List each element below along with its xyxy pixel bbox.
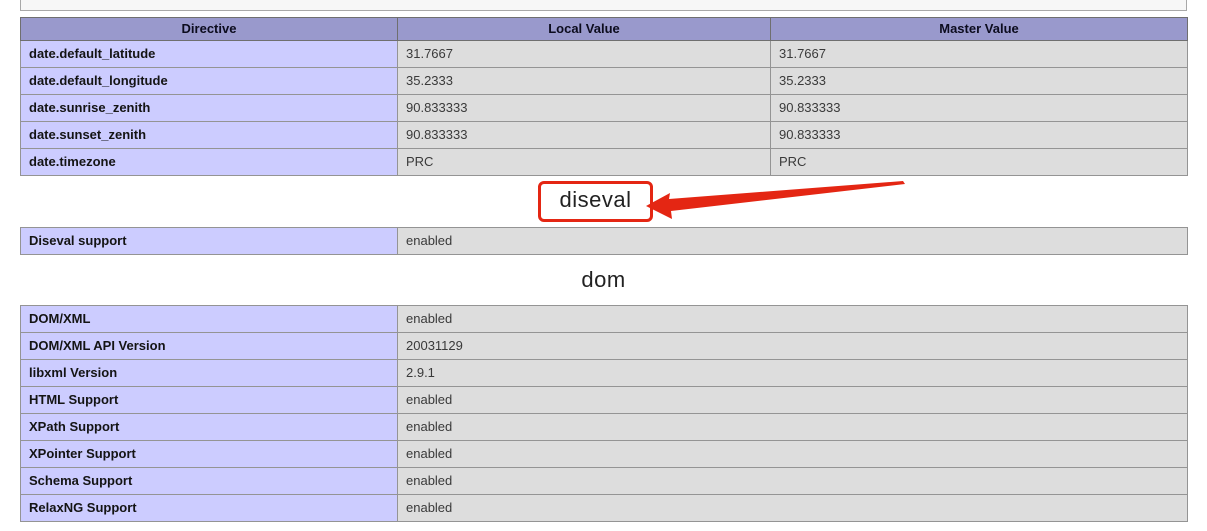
date-directives-table: Directive Local Value Master Value date.def… bbox=[20, 17, 1188, 176]
column-header: Local Value bbox=[397, 17, 771, 41]
directive-cell: Schema Support bbox=[20, 467, 398, 495]
directive-cell: XPath Support bbox=[20, 413, 398, 441]
directive-cell: HTML Support bbox=[20, 386, 398, 414]
previous-table-bottom-edge bbox=[20, 0, 1187, 11]
value-cell: 31.7667 bbox=[397, 40, 771, 68]
value-cell: enabled bbox=[397, 386, 1188, 414]
value-cell: 31.7667 bbox=[770, 40, 1188, 68]
value-cell: enabled bbox=[397, 305, 1188, 333]
value-cell: 35.2333 bbox=[770, 67, 1188, 95]
directive-cell: libxml Version bbox=[20, 359, 398, 387]
table-row: XPath Support enabled bbox=[20, 413, 1188, 441]
directive-cell: XPointer Support bbox=[20, 440, 398, 468]
table-row: RelaxNG Support enabled bbox=[20, 494, 1188, 522]
header-row: Directive Local Value Master Value bbox=[20, 17, 1188, 41]
value-cell: enabled bbox=[397, 467, 1188, 495]
value-cell: enabled bbox=[397, 227, 1188, 255]
table-row: Diseval support enabled bbox=[20, 227, 1188, 255]
table-row: DOM/XML enabled bbox=[20, 305, 1188, 333]
table-row: date.sunset_zenith 90.833333 90.833333 bbox=[20, 121, 1188, 149]
value-cell: 20031129 bbox=[397, 332, 1188, 360]
diseval-heading-row: diseval bbox=[0, 176, 1207, 227]
table-row: XPointer Support enabled bbox=[20, 440, 1188, 468]
value-cell: 90.833333 bbox=[397, 94, 771, 122]
dom-table: DOM/XML enabled DOM/XML API Version 2003112… bbox=[20, 305, 1188, 522]
column-header: Directive bbox=[20, 17, 398, 41]
annotation-highlight-box: diseval bbox=[537, 181, 654, 222]
value-cell: enabled bbox=[397, 440, 1188, 468]
directive-cell: RelaxNG Support bbox=[20, 494, 398, 522]
directive-cell: date.sunset_zenith bbox=[20, 121, 398, 149]
table-row: Schema Support enabled bbox=[20, 467, 1188, 495]
table-row: date.timezone PRC PRC bbox=[20, 148, 1188, 176]
table-row: libxml Version 2.9.1 bbox=[20, 359, 1188, 387]
section-heading-diseval: diseval bbox=[559, 187, 632, 212]
directive-cell: DOM/XML bbox=[20, 305, 398, 333]
table-row: DOM/XML API Version 20031129 bbox=[20, 332, 1188, 360]
value-cell: 90.833333 bbox=[770, 121, 1188, 149]
directive-cell: DOM/XML API Version bbox=[20, 332, 398, 360]
directive-cell: Diseval support bbox=[20, 227, 398, 255]
value-cell: PRC bbox=[397, 148, 771, 176]
diseval-table: Diseval support enabled bbox=[20, 227, 1188, 255]
table-row: date.default_longitude 35.2333 35.2333 bbox=[20, 67, 1188, 95]
directive-cell: date.timezone bbox=[20, 148, 398, 176]
value-cell: PRC bbox=[770, 148, 1188, 176]
section-heading-dom: dom bbox=[581, 267, 626, 292]
value-cell: 90.833333 bbox=[397, 121, 771, 149]
column-header: Master Value bbox=[770, 17, 1188, 41]
value-cell: 90.833333 bbox=[770, 94, 1188, 122]
table-row: date.sunrise_zenith 90.833333 90.833333 bbox=[20, 94, 1188, 122]
directive-cell: date.sunrise_zenith bbox=[20, 94, 398, 122]
table-row: HTML Support enabled bbox=[20, 386, 1188, 414]
table-row: date.default_latitude 31.7667 31.7667 bbox=[20, 40, 1188, 68]
value-cell: enabled bbox=[397, 413, 1188, 441]
value-cell: enabled bbox=[397, 494, 1188, 522]
dom-heading-row: dom bbox=[0, 255, 1207, 305]
value-cell: 35.2333 bbox=[397, 67, 771, 95]
directive-cell: date.default_longitude bbox=[20, 67, 398, 95]
value-cell: 2.9.1 bbox=[397, 359, 1188, 387]
directive-cell: date.default_latitude bbox=[20, 40, 398, 68]
